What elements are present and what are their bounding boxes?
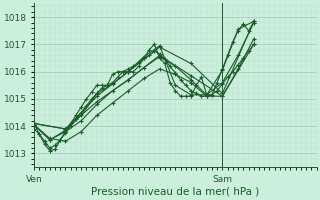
X-axis label: Pression niveau de la mer( hPa ): Pression niveau de la mer( hPa ) xyxy=(91,187,260,197)
